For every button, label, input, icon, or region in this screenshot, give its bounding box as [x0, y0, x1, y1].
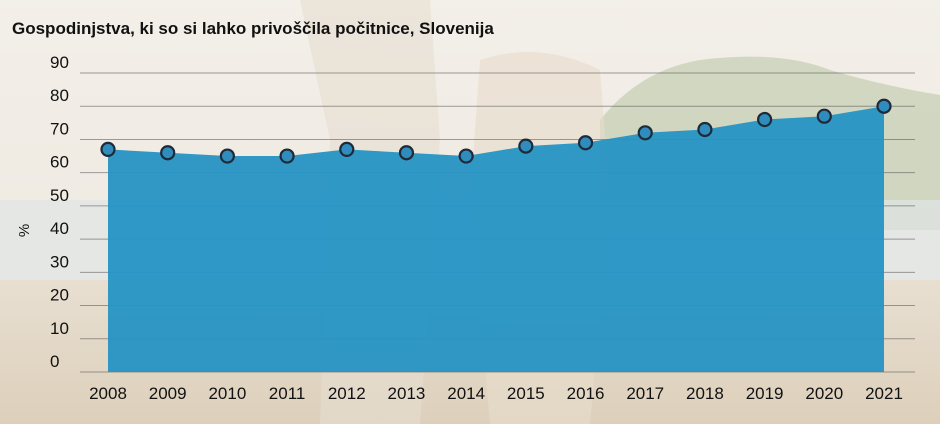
- data-point-2011: [279, 148, 295, 164]
- y-tick-label-90: 90: [50, 53, 69, 72]
- y-tick-label-60: 60: [50, 153, 69, 172]
- data-point-2021: [876, 98, 892, 114]
- x-tick-label-2017: 2017: [626, 384, 664, 403]
- data-point-2009: [160, 145, 176, 161]
- x-tick-label-2009: 2009: [149, 384, 187, 403]
- data-point-2016: [577, 135, 594, 151]
- area-fill: [108, 106, 884, 372]
- data-point-2010: [219, 148, 235, 164]
- data-point-2014: [458, 148, 474, 164]
- data-point-2017: [637, 125, 653, 141]
- x-tick-label-2016: 2016: [567, 384, 605, 403]
- x-tick-label-2014: 2014: [447, 384, 485, 403]
- data-points: [100, 98, 892, 164]
- x-tick-label-2008: 2008: [89, 384, 127, 403]
- x-tick-label-2012: 2012: [328, 384, 366, 403]
- y-tick-label-50: 50: [50, 186, 69, 205]
- y-tick-label-40: 40: [50, 219, 69, 238]
- x-axis-ticks: 2008 2009 2010 2011 2012 2013 2014 2015 2016 2017…: [89, 384, 903, 403]
- data-point-2020: [816, 108, 832, 124]
- x-tick-label-2013: 2013: [388, 384, 426, 403]
- x-tick-label-2010: 2010: [208, 384, 246, 403]
- data-point-2008: [100, 141, 116, 158]
- x-tick-label-2019: 2019: [746, 384, 784, 403]
- y-tick-label-70: 70: [50, 119, 69, 138]
- y-tick-label-0: 0: [50, 352, 59, 371]
- x-tick-label-2020: 2020: [805, 384, 843, 403]
- y-tick-label-10: 10: [50, 319, 69, 338]
- x-tick-label-2015: 2015: [507, 384, 545, 403]
- y-tick-label-80: 80: [50, 86, 69, 105]
- x-tick-label-2018: 2018: [686, 384, 724, 403]
- y-tick-label-20: 20: [50, 286, 69, 305]
- y-axis-ticks: 0 10 20 30 40 50 60 70 80 90: [50, 53, 69, 371]
- x-tick-label-2021: 2021: [865, 384, 903, 403]
- area-layer: [108, 106, 884, 372]
- data-point-2015: [518, 138, 534, 154]
- data-point-2012: [339, 141, 355, 158]
- data-point-2018: [697, 121, 713, 138]
- y-tick-label-30: 30: [50, 252, 69, 271]
- x-tick-label-2011: 2011: [269, 384, 306, 403]
- data-point-2019: [757, 111, 773, 128]
- chart-title: Gospodinjstva, ki so si lahko privoščila…: [12, 19, 494, 38]
- data-point-2013: [398, 145, 415, 161]
